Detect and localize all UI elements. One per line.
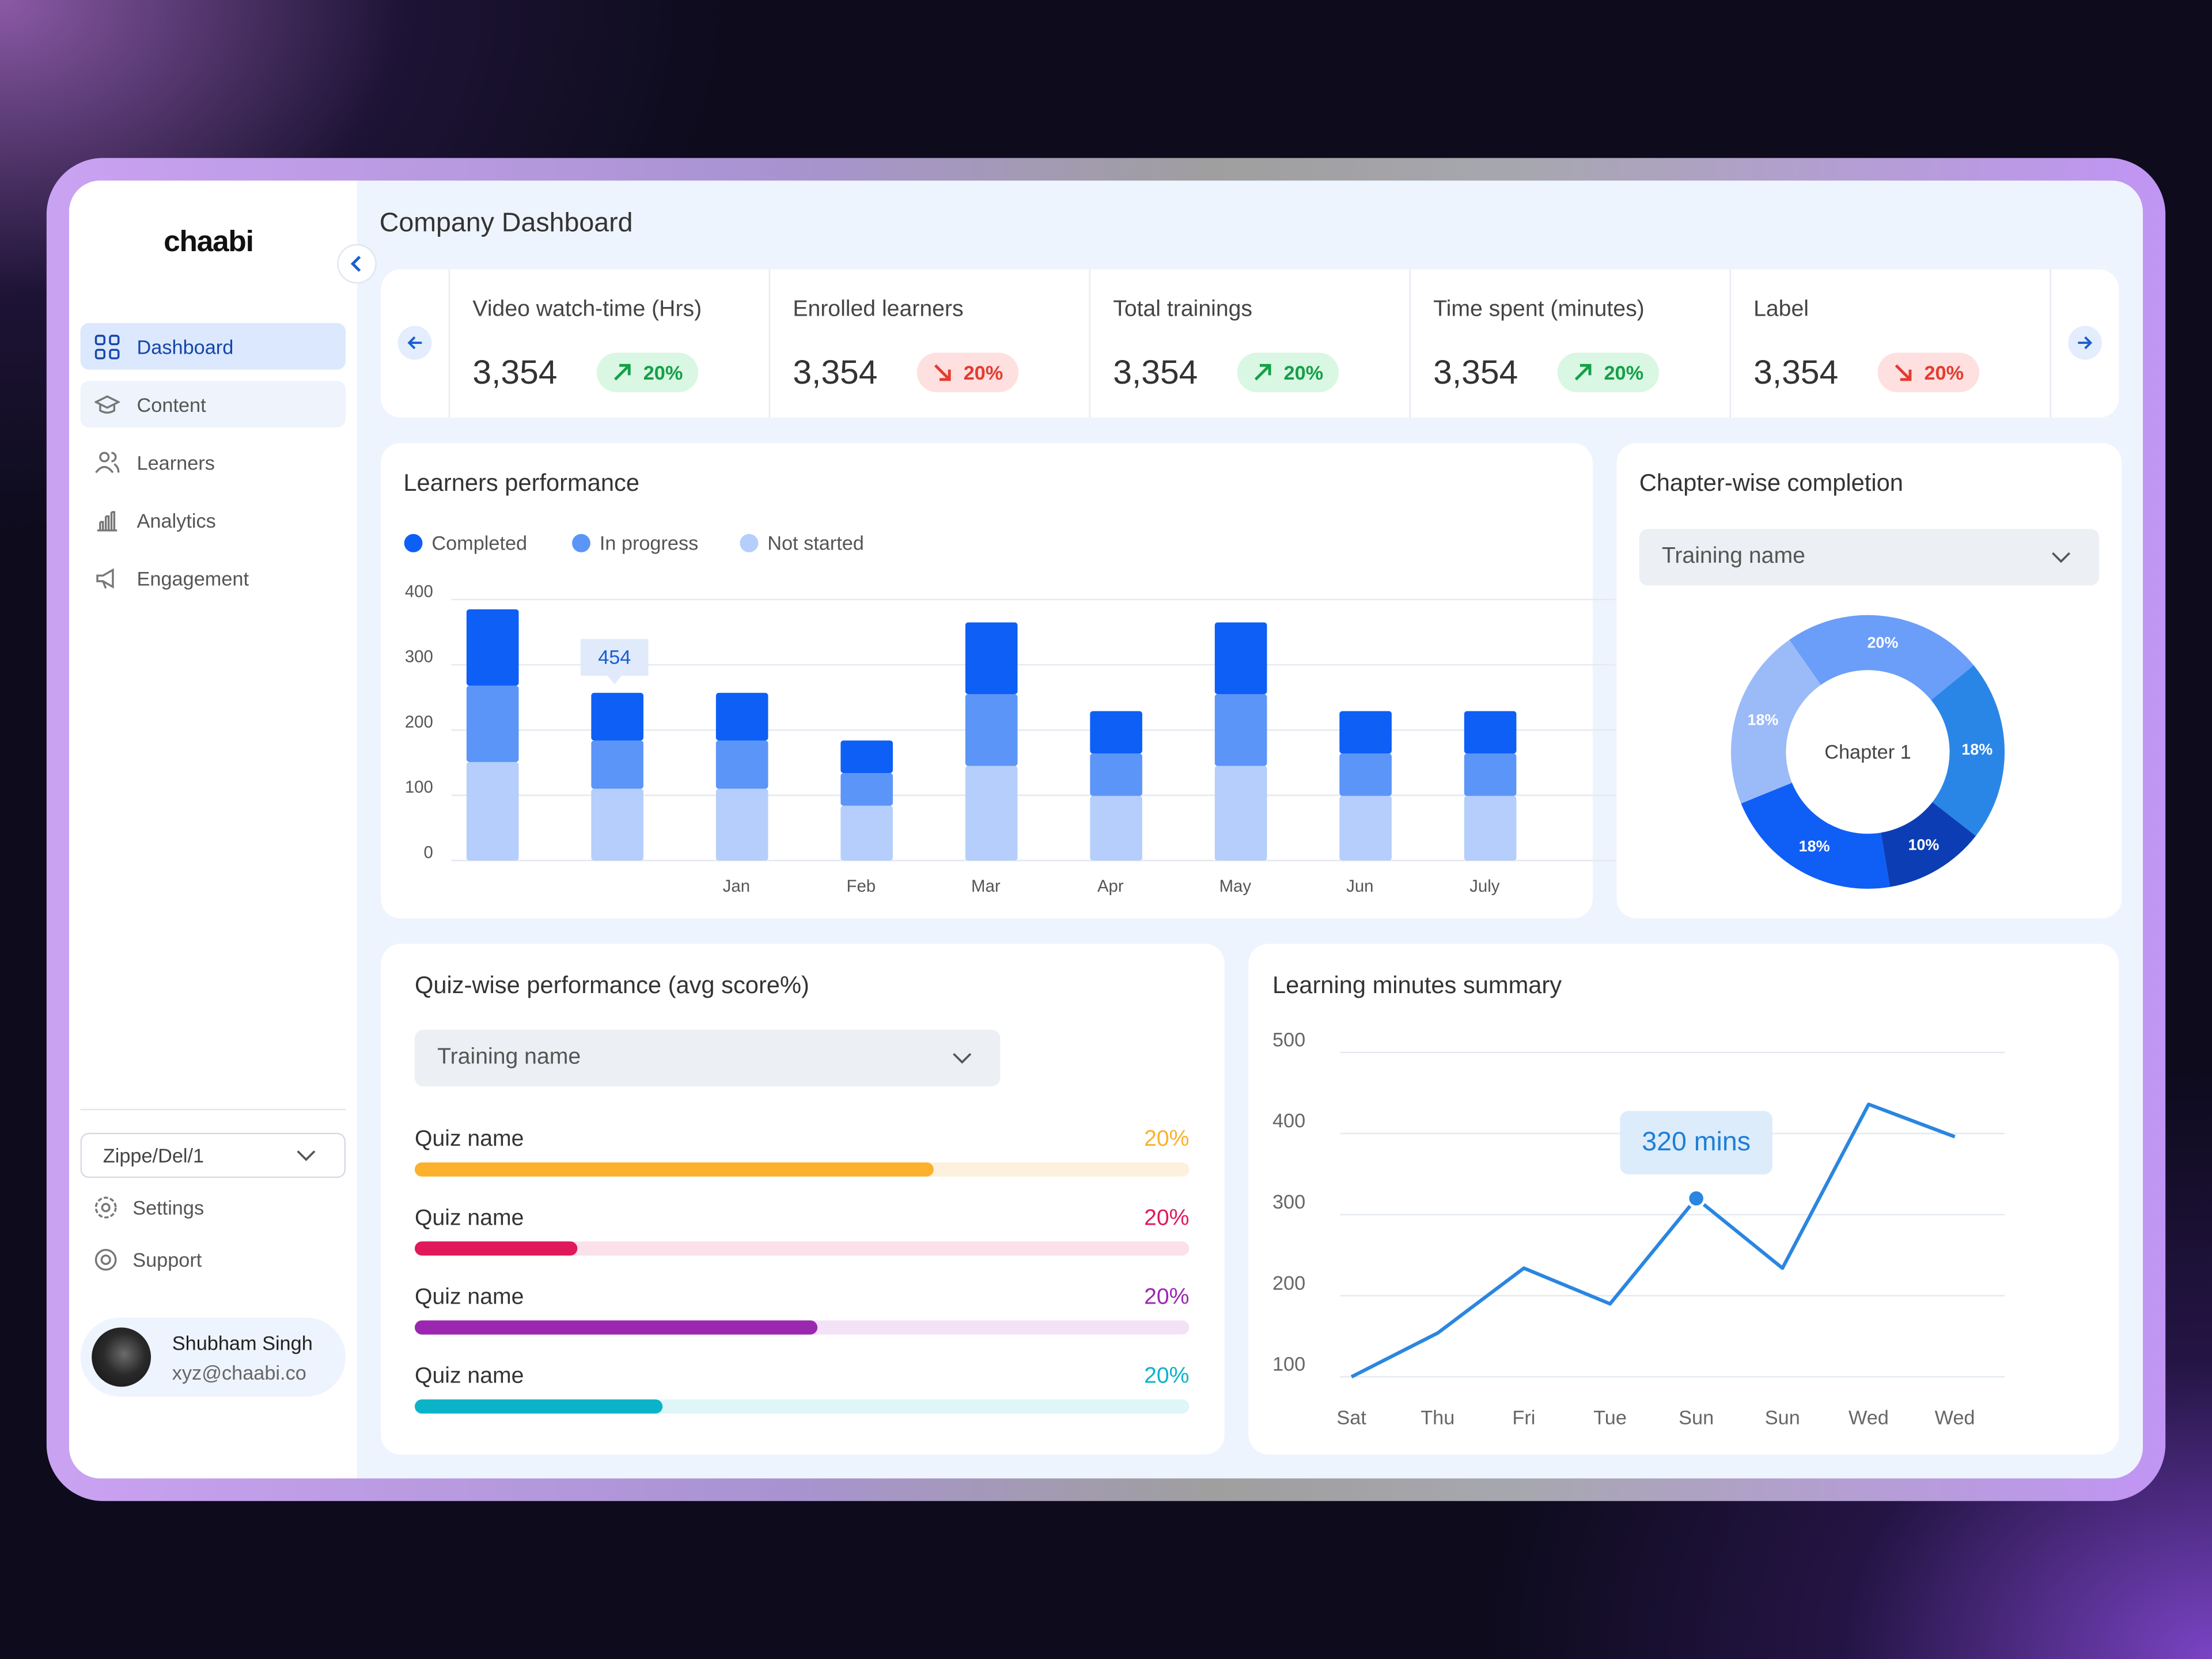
kpi-change: 20%: [1237, 353, 1339, 392]
kpi-change: 20%: [916, 353, 1019, 392]
nav-label: Content: [137, 393, 206, 416]
card-title: Quiz-wise performance (avg score%): [415, 972, 809, 999]
nav-label: Analytics: [137, 508, 216, 532]
training-dropdown[interactable]: Training name: [415, 1029, 1001, 1086]
nav-label: Engagement: [137, 566, 249, 589]
kpi-change-text: 20%: [1924, 361, 1964, 384]
sidebar: [69, 180, 357, 1479]
training-dropdown[interactable]: Training name: [1639, 529, 2100, 586]
location-dropdown[interactable]: Zippe/Del/1: [80, 1132, 346, 1178]
kpi-divider: [2050, 269, 2051, 418]
user-name: Shubham Singh: [172, 1331, 313, 1355]
nav-item[interactable]: Learners: [81, 439, 346, 486]
trend-icon: [934, 364, 951, 381]
kpi-title: Total trainings: [1113, 297, 1253, 322]
trend-icon: [1895, 364, 1912, 381]
user-email: xyz@chaabi.co: [172, 1361, 306, 1384]
prev-button[interactable]: [397, 325, 432, 360]
kpi-change: 20%: [1877, 353, 1979, 392]
quiz-card: [381, 944, 1225, 1455]
card-title: Learners performance: [403, 469, 640, 497]
kpi-value: 3,354: [1113, 354, 1198, 392]
kpi-title: Enrolled learners: [793, 297, 964, 322]
dropdown-text: Training name: [437, 1045, 581, 1070]
kpi-title: Time spent (minutes): [1433, 297, 1645, 322]
chevron-icon: [2051, 552, 2070, 563]
nav-item[interactable]: Analytics: [81, 497, 346, 543]
card-title: Learning minutes summary: [1272, 972, 1562, 999]
kpi-title: Label: [1753, 297, 1809, 322]
kpi-change-text: 20%: [963, 361, 1003, 384]
nav-icon: [94, 395, 120, 413]
kpi-change-text: 20%: [1283, 361, 1324, 384]
settings-icon: [93, 1195, 119, 1227]
nav-icon: [97, 510, 118, 531]
kpi-title: Video watch-time (Hrs): [472, 297, 702, 322]
card-title: Chapter-wise completion: [1639, 469, 1903, 497]
minutes-card: [1248, 944, 2119, 1455]
next-button[interactable]: [2068, 325, 2102, 360]
trend-icon: [1574, 363, 1592, 381]
chevron-icon: [953, 1053, 972, 1064]
learners-card: [381, 442, 1593, 919]
logo: chaabi: [164, 225, 254, 259]
kpi-value: 3,354: [1753, 354, 1839, 392]
collapse-button[interactable]: [337, 244, 377, 284]
dropdown-text: Training name: [1661, 544, 1805, 569]
nav-icon: [96, 567, 114, 588]
kpi-change-text: 20%: [643, 361, 683, 384]
nav-item[interactable]: Content: [80, 381, 346, 428]
settings-link[interactable]: Settings: [132, 1196, 204, 1219]
chapter-card: [1616, 442, 2122, 919]
kpi-divider: [1089, 269, 1091, 418]
support-link[interactable]: Support: [132, 1248, 202, 1271]
nav-icon: [95, 451, 120, 473]
chevron-left-icon: [350, 255, 361, 272]
kpi-change-text: 20%: [1604, 361, 1644, 384]
kpi-value: 3,354: [472, 354, 558, 392]
kpi-change: 20%: [1557, 353, 1660, 392]
trend-icon: [613, 363, 631, 381]
nav-label: Learners: [137, 450, 215, 474]
chevron-icon: [297, 1150, 316, 1161]
page-title: Company Dashboard: [379, 209, 633, 238]
kpi-divider: [1409, 269, 1411, 418]
kpi-divider: [768, 269, 771, 418]
kpi-value: 3,354: [1433, 354, 1518, 392]
nav-item[interactable]: Dashboard: [80, 323, 346, 370]
location-text: Zippe/Del/1: [103, 1144, 204, 1167]
support-icon: [93, 1247, 119, 1279]
avatar: [92, 1327, 151, 1387]
kpi-strip: [381, 269, 2119, 418]
nav-icon: [94, 334, 120, 359]
kpi-change: 20%: [596, 353, 699, 392]
nav-item[interactable]: Engagement: [81, 554, 346, 601]
kpi-divider: [448, 269, 450, 418]
divider: [80, 1108, 346, 1111]
nav-label: Dashboard: [137, 335, 234, 358]
kpi-divider: [1729, 269, 1731, 418]
trend-icon: [1254, 363, 1271, 381]
kpi-value: 3,354: [793, 354, 878, 392]
